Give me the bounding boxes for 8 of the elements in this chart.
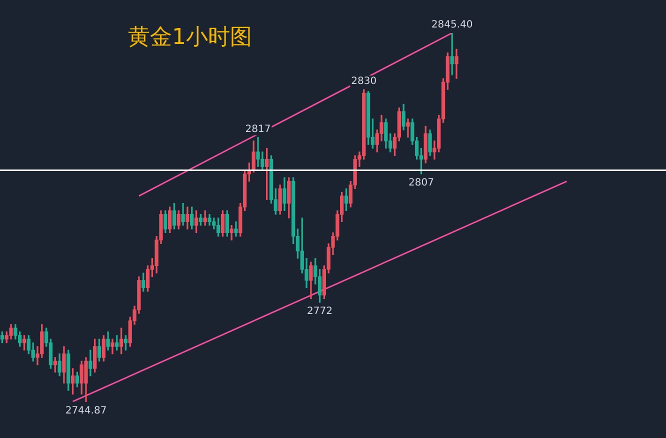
- annotation: 2817: [245, 124, 271, 135]
- annotation: 2744.87: [65, 406, 107, 417]
- annotation: 2830: [351, 76, 377, 88]
- annotation: 2807: [408, 178, 434, 189]
- annotation: 2772: [307, 306, 332, 318]
- candlestick: [406, 118, 410, 138]
- annotation: 2845.40: [431, 20, 473, 31]
- chart-title: 黄金1小时图: [127, 24, 253, 52]
